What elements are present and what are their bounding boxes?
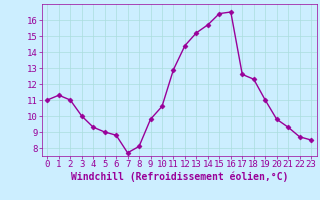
X-axis label: Windchill (Refroidissement éolien,°C): Windchill (Refroidissement éolien,°C) [70,172,288,182]
